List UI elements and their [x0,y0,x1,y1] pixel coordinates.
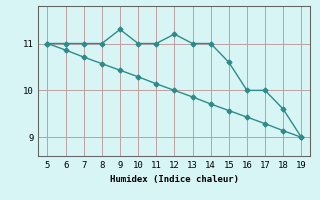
X-axis label: Humidex (Indice chaleur): Humidex (Indice chaleur) [110,175,239,184]
